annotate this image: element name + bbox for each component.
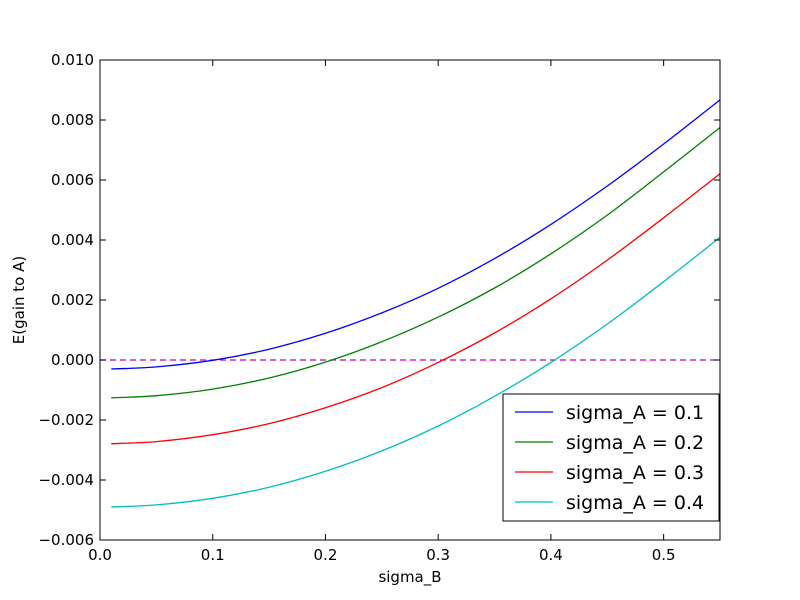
plot-area xyxy=(100,99,721,508)
x-tick-label: 0.4 xyxy=(539,546,563,564)
series-line-1 xyxy=(111,99,721,370)
x-tick-label: 0.2 xyxy=(314,546,338,564)
x-tick-label: 0.5 xyxy=(652,546,676,564)
legend: sigma_A = 0.1 sigma_A = 0.2 sigma_A = 0.3 s… xyxy=(502,393,720,522)
y-tick-label: −0.002 xyxy=(38,411,94,429)
y-tick-label: 0.000 xyxy=(51,351,94,369)
legend-label: sigma_A = 0.2 xyxy=(566,432,704,454)
y-tick-label: −0.004 xyxy=(38,471,94,489)
y-tick-label: 0.004 xyxy=(51,231,94,249)
y-axis-label: E(gain to A) xyxy=(10,256,28,344)
x-axis-label: sigma_B xyxy=(378,568,441,587)
series-line-3 xyxy=(111,173,721,445)
x-tick-label: 0.3 xyxy=(426,546,450,564)
legend-box xyxy=(502,393,720,522)
x-tick-label: 0.1 xyxy=(201,546,225,564)
x-tick-label: 0.0 xyxy=(88,546,112,564)
y-tick-label: 0.010 xyxy=(51,51,94,69)
series-line-4 xyxy=(111,236,721,508)
series-line-2 xyxy=(111,126,721,399)
axis-ticks: 0.0 0.1 0.2 0.3 0.4 0.5 −0.006 −0.004 −0.002 0.00… xyxy=(38,51,720,564)
y-tick-label: −0.006 xyxy=(38,531,94,549)
legend-label: sigma_A = 0.4 xyxy=(566,492,704,514)
y-tick-label: 0.002 xyxy=(51,291,94,309)
plot-frame xyxy=(99,59,721,541)
y-tick-label: 0.006 xyxy=(51,171,94,189)
legend-label: sigma_A = 0.1 xyxy=(566,402,704,424)
y-tick-label: 0.008 xyxy=(51,111,94,129)
legend-label: sigma_A = 0.3 xyxy=(566,462,704,484)
